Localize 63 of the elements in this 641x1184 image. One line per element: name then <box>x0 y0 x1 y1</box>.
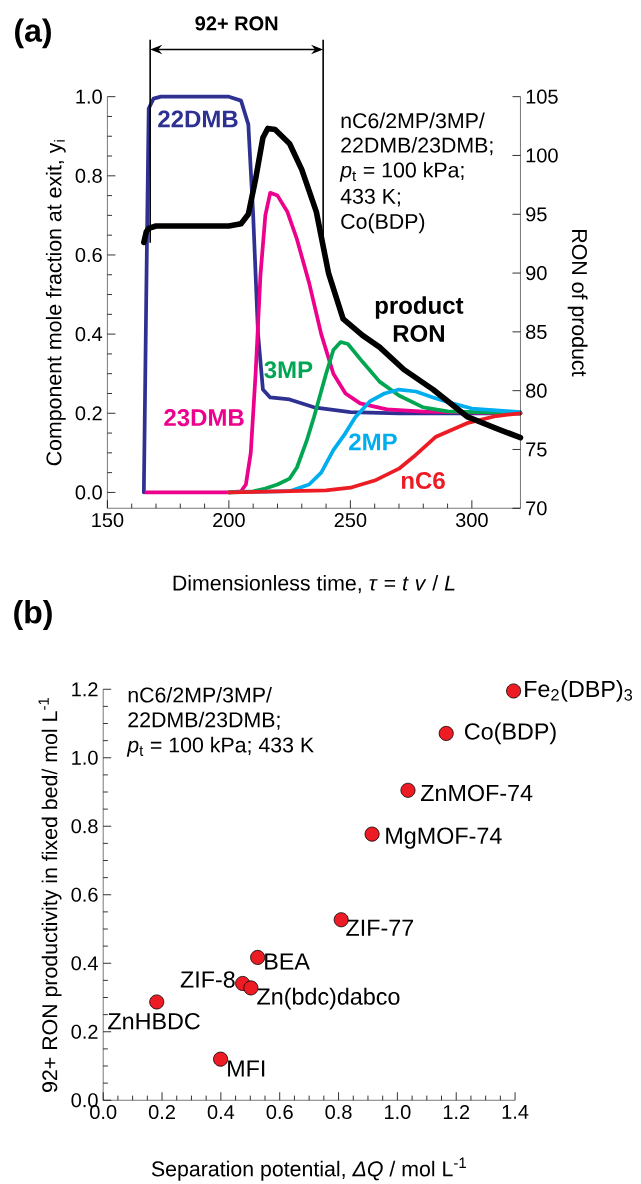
y2-tick-label: 95 <box>526 207 547 222</box>
y2-tick-label: 90 <box>526 265 547 281</box>
text: 92+ RON <box>195 16 278 31</box>
chart-title: (b) <box>14 600 52 630</box>
x-tick-label: 1.0 <box>385 1104 411 1120</box>
x-tick-label: 300 <box>455 512 488 528</box>
x-tick-label: 200 <box>213 512 245 528</box>
annotation: ZIF-8 <box>180 971 235 988</box>
series-label: 22DMB <box>158 110 238 128</box>
annotation: Fe$_{2}$(DBP)$_{3}$ <box>525 680 633 702</box>
series-label: 23DMB <box>164 409 244 427</box>
y-tick-label: 0.6 <box>75 247 102 263</box>
x-axis-title: Separation potential, ΔQ / mol L$^{-1}$ <box>151 1157 466 1181</box>
y-tick-label: 0.2 <box>71 1024 98 1039</box>
y-tick-label: 1.2 <box>72 682 98 697</box>
y2-axis-title: RON of product <box>567 230 588 377</box>
x-axis-title: Dimensionless time, τ = t v / L <box>173 574 455 594</box>
annotation: ZnMOF-74 <box>420 784 533 802</box>
chart-title: (a) <box>15 18 51 49</box>
y-axis-title: 92+ RON productivity in fixed bed/ mol L$^{-1}$ <box>38 697 62 1092</box>
x-tick-label: 1.2 <box>443 1104 470 1119</box>
y-tick-label: 0.4 <box>75 327 103 342</box>
annotation: MgMOF-74 <box>386 827 502 849</box>
y-tick-label: 0.8 <box>75 168 102 183</box>
y-tick-label: 1.0 <box>76 89 102 104</box>
y-tick-label: 0.2 <box>75 406 102 421</box>
y-tick-label: 1.0 <box>72 750 98 765</box>
y2-tick-label: 70 <box>526 501 547 516</box>
series-label: product RON <box>375 296 464 342</box>
y2-tick-label: 75 <box>526 442 547 457</box>
series-label: nC6 <box>401 472 445 490</box>
annotation: ZnHBDC <box>108 1012 200 1030</box>
annotation: nC6/2MP/3MP/ <box>341 112 485 129</box>
x-tick-label: 250 <box>334 512 367 528</box>
y2-tick-label: 85 <box>526 324 547 339</box>
x-tick-label: 150 <box>92 512 124 528</box>
annotation: 22DMB/23DMB; <box>341 137 493 156</box>
series-label: 3MP <box>264 361 313 379</box>
series-label: 2MP <box>349 433 397 451</box>
annotation: 22DMB/23DMB; <box>128 711 280 730</box>
annotation: ZIF-77 <box>346 919 414 936</box>
y-tick-label: 0.8 <box>71 819 98 834</box>
annotation: BEA <box>265 953 310 970</box>
annotation: Zn(bdc)dabco <box>257 987 400 1010</box>
x-tick-label: 1.4 <box>502 1104 529 1119</box>
annotation: p$_{t}$ = 100 kPa; <box>339 161 464 182</box>
y2-tick-label: 100 <box>526 148 558 163</box>
x-tick-label: 0.8 <box>325 1104 352 1120</box>
annotation: Co(BDP) <box>465 722 556 745</box>
annotation: p$_{t}$ = 100 kPa; 433 K <box>126 736 314 757</box>
annotation: 433 K; <box>340 188 400 207</box>
x-tick-label: 0.4 <box>207 1104 235 1120</box>
y2-tick-label: 105 <box>526 89 558 104</box>
annotation: nC6/2MP/3MP/ <box>128 686 272 703</box>
y-tick-label: 0.6 <box>71 887 98 902</box>
annotation: Co(BDP) <box>341 213 425 234</box>
x-tick-label: 0.2 <box>148 1104 175 1120</box>
y-tick-label: 0.0 <box>75 485 102 500</box>
annotation: MFI <box>228 1060 265 1077</box>
y2-tick-label: 80 <box>526 383 547 398</box>
x-tick-label: 0.6 <box>266 1104 293 1120</box>
y-axis-title: Component mole fraction at exit, y$_{i}$ <box>45 140 66 466</box>
y-tick-label: 0.4 <box>71 956 98 971</box>
